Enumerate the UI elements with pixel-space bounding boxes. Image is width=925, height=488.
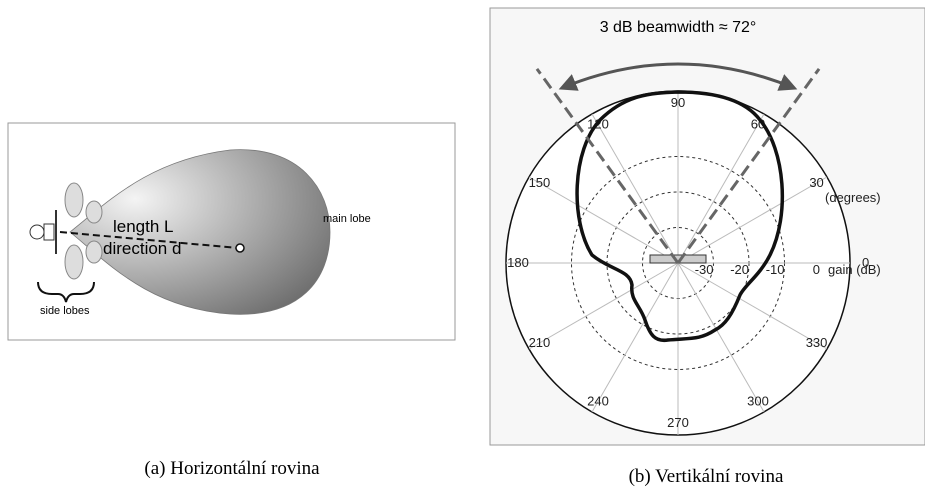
side-lobes-label: side lobes [40, 305, 90, 317]
antenna [30, 225, 44, 239]
side-lobe [65, 245, 83, 279]
angle-label: 300 [747, 394, 769, 409]
angle-label: 90 [671, 95, 685, 110]
page: length L direction d main lobe side lobe… [0, 0, 925, 488]
angle-label: 30 [809, 175, 823, 190]
angle-label: 210 [529, 335, 551, 350]
angle-label: 270 [667, 415, 689, 430]
gain-label: -10 [766, 262, 785, 277]
gain-label: -20 [730, 262, 749, 277]
direction-label: direction d [103, 239, 181, 258]
figure: length L direction d main lobe side lobe… [0, 0, 925, 488]
gain-unit: gain (dB) [828, 262, 881, 277]
angle-label: 180 [507, 255, 529, 270]
end-point [236, 244, 244, 252]
angle-label: 330 [806, 335, 828, 350]
caption: (a) Horizontální rovina [144, 458, 320, 479]
antenna [44, 224, 54, 240]
angle-unit: (degrees) [825, 190, 881, 205]
caption: (b) Vertikální rovina [629, 466, 784, 487]
gain-label: -30 [695, 262, 714, 277]
gain-label: 0 [813, 262, 820, 277]
side-lobe [86, 201, 102, 223]
angle-label: 240 [587, 394, 609, 409]
plot-title: 3 dB beamwidth ≈ 72° [600, 19, 757, 36]
side-lobe [86, 241, 102, 263]
main-lobe-label: main lobe [323, 213, 371, 225]
side-lobe [65, 183, 83, 217]
length-label: length L [113, 217, 174, 236]
angle-label: 150 [529, 175, 551, 190]
